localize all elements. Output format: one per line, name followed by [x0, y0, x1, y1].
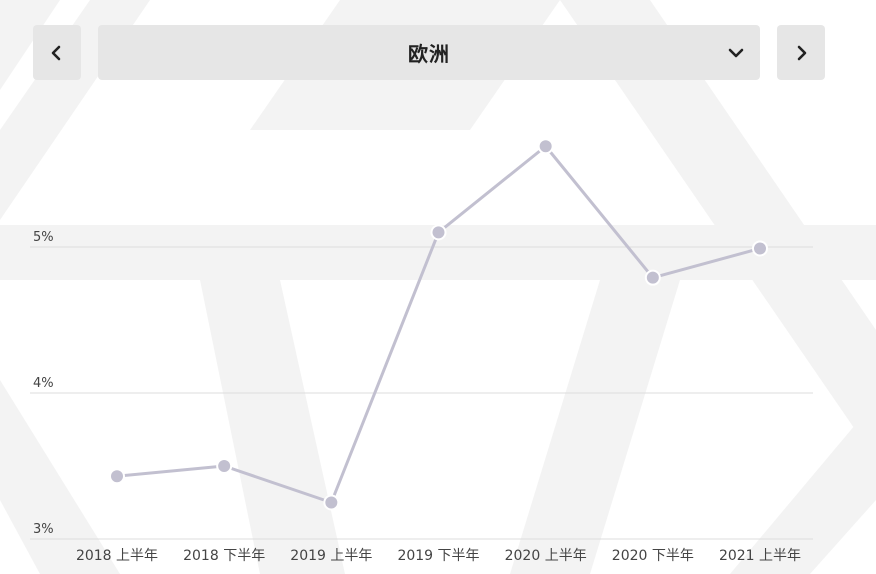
data-point[interactable] — [216, 458, 233, 474]
data-point[interactable] — [752, 240, 768, 257]
x-tick-label: 2020 上半年 — [505, 548, 587, 564]
data-point[interactable] — [644, 269, 661, 286]
chevron-left-icon — [51, 45, 61, 60]
data-point[interactable] — [109, 468, 125, 485]
data-point[interactable] — [323, 494, 340, 511]
prev-button[interactable] — [33, 25, 81, 80]
x-tick-label: 2018 上半年 — [76, 548, 158, 564]
x-tick-label: 2018 下半年 — [183, 548, 265, 564]
y-tick-label: 3% — [33, 522, 54, 537]
chevron-down-icon — [728, 48, 744, 57]
data-point[interactable] — [537, 138, 554, 155]
y-tick-label: 5% — [33, 230, 54, 245]
data-point[interactable] — [430, 224, 447, 241]
next-button[interactable] — [777, 25, 825, 80]
x-tick-label: 2019 下半年 — [397, 548, 479, 564]
chevron-right-icon — [797, 45, 807, 60]
x-axis-ticks: 2018 上半年 2018 下半年 2019 上半年 2019 下半年 2020 上半年… — [76, 548, 801, 564]
x-tick-label: 2020 下半年 — [612, 548, 694, 564]
region-dropdown[interactable]: 欧洲 — [98, 25, 760, 80]
y-tick-label: 4% — [33, 376, 54, 391]
series-line — [116, 144, 761, 504]
region-label: 欧洲 — [408, 42, 450, 66]
x-tick-label: 2021 上半年 — [719, 548, 801, 564]
x-tick-label: 2019 上半年 — [290, 548, 372, 564]
grid-lines — [30, 246, 813, 540]
series-layer — [109, 138, 768, 511]
y-axis-ticks: 3% 4% 5% — [33, 230, 54, 537]
